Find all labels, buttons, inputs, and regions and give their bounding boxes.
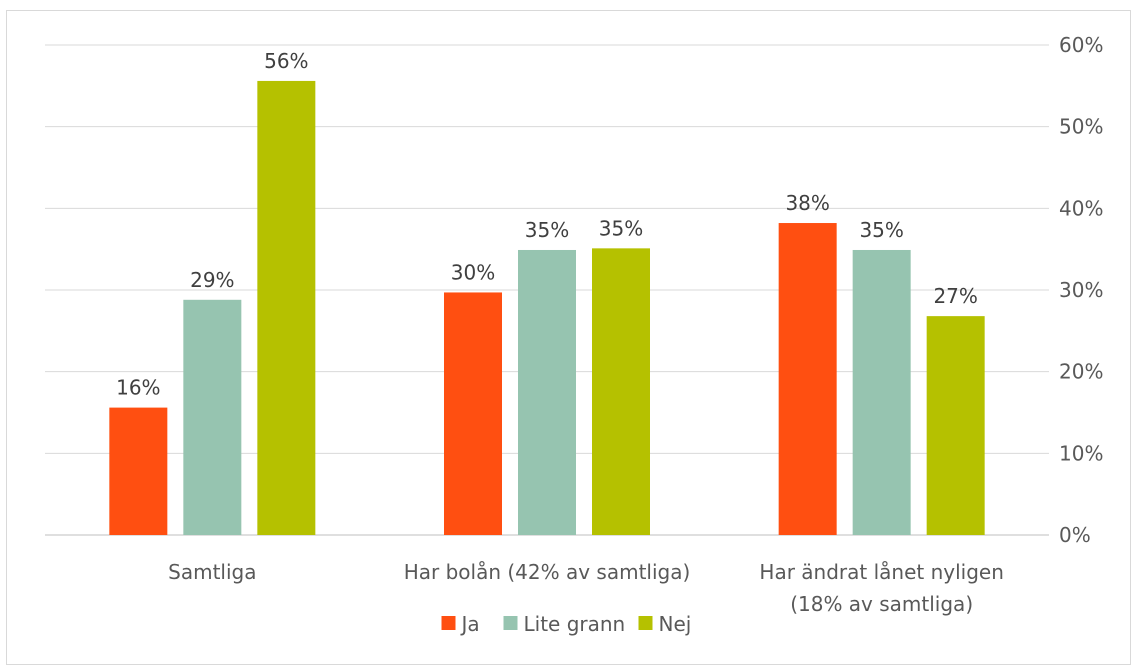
bar	[444, 292, 502, 535]
x-tick-label: Samtliga	[168, 560, 256, 584]
y-tick-label: 10%	[1059, 441, 1103, 465]
legend-swatch	[638, 616, 653, 630]
bar	[926, 316, 985, 535]
data-label: 35%	[859, 218, 903, 242]
x-tick-label: Har bolån (42% av samtliga)	[404, 560, 691, 584]
data-label: 16%	[116, 376, 160, 400]
bar	[592, 248, 650, 535]
legend-swatch	[503, 616, 518, 630]
data-label: 30%	[451, 260, 495, 284]
legend-label: Lite grann	[524, 612, 626, 636]
data-label: 35%	[525, 218, 569, 242]
y-tick-label: 50%	[1059, 115, 1103, 139]
data-label: 35%	[599, 216, 643, 240]
x-tick-label: (18% av samtliga)	[790, 592, 973, 616]
bar	[183, 299, 242, 535]
bar	[257, 80, 316, 535]
bar	[778, 223, 837, 536]
data-label: 29%	[190, 268, 234, 292]
legend-label: Ja	[460, 612, 480, 636]
data-label: 56%	[264, 49, 308, 73]
chart-frame: 0% 10% 20% 30% 40% 50% 60% 16% 29% 56% Samtliga 30%…	[6, 10, 1131, 665]
legend-swatch	[441, 616, 456, 630]
y-tick-label: 20%	[1059, 360, 1103, 384]
y-tick-label: 60%	[1059, 33, 1103, 57]
bar	[852, 249, 911, 535]
legend-label: Nej	[659, 612, 692, 636]
bar	[109, 407, 168, 535]
x-tick-label: Har ändrat lånet nyligen	[759, 560, 1003, 584]
bar	[518, 249, 576, 535]
data-label: 38%	[785, 191, 829, 215]
y-tick-label: 0%	[1059, 523, 1091, 547]
y-tick-label: 30%	[1059, 278, 1103, 302]
bar-chart: 0% 10% 20% 30% 40% 50% 60% 16% 29% 56% Samtliga 30%…	[45, 33, 1103, 636]
data-label: 27%	[933, 284, 977, 308]
y-tick-label: 40%	[1059, 196, 1103, 220]
